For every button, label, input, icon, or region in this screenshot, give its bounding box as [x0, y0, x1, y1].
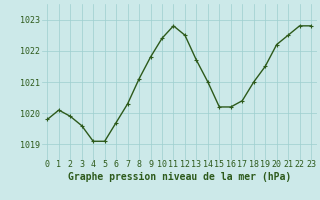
X-axis label: Graphe pression niveau de la mer (hPa): Graphe pression niveau de la mer (hPa) [68, 172, 291, 182]
